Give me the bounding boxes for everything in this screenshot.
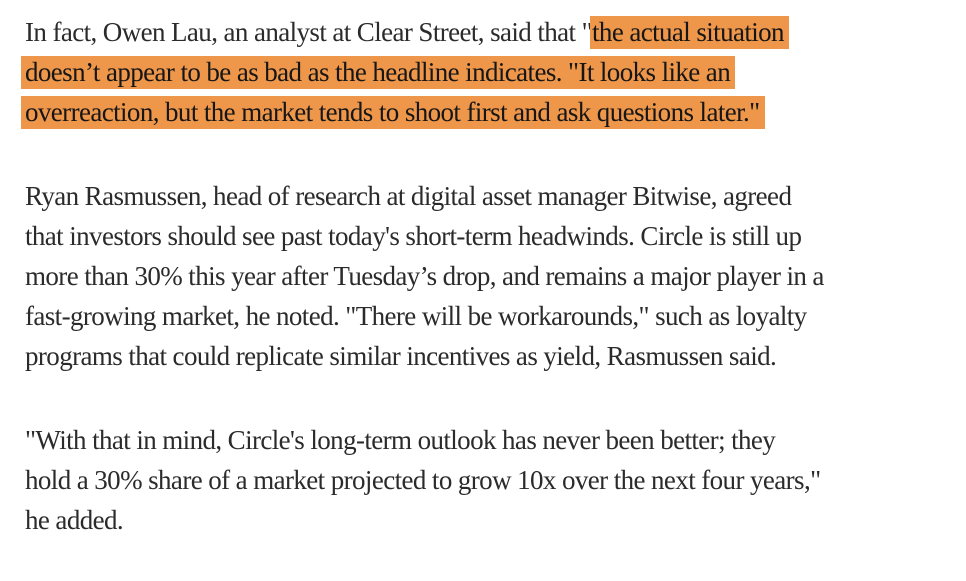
paragraph-outlook-quote: "With that in mind, Circle's long-term o…: [25, 420, 942, 540]
text-line: fast-growing market, he noted. "There wi…: [25, 296, 942, 336]
paragraph-text: programs that could replicate similar in…: [25, 341, 777, 371]
highlighted-text[interactable]: the actual situation: [590, 16, 789, 49]
text-line: more than 30% this year after Tuesday’s …: [25, 256, 942, 296]
text-line: hold a 30% share of a market projected t…: [25, 460, 942, 500]
paragraph-text: he added.: [25, 505, 124, 535]
text-line: he added.: [25, 500, 942, 540]
paragraph-analyst-quote: In fact, Owen Lau, an analyst at Clear S…: [21, 12, 942, 132]
paragraph-rasmussen: Ryan Rasmussen, head of research at digi…: [25, 176, 942, 376]
highlighted-text[interactable]: doesn’t appear to be as bad as the headl…: [21, 56, 736, 89]
text-line: "With that in mind, Circle's long-term o…: [25, 420, 942, 460]
paragraph-text: more than 30% this year after Tuesday’s …: [25, 261, 824, 291]
text-line: that investors should see past today's s…: [25, 216, 942, 256]
text-line: doesn’t appear to be as bad as the headl…: [21, 52, 942, 92]
paragraph-text: "With that in mind, Circle's long-term o…: [25, 425, 776, 455]
text-line: programs that could replicate similar in…: [25, 336, 942, 376]
paragraph-text: hold a 30% share of a market projected t…: [25, 465, 821, 495]
highlighted-text[interactable]: overreaction, but the market tends to sh…: [21, 96, 765, 129]
text-line: Ryan Rasmussen, head of research at digi…: [25, 176, 942, 216]
paragraph-text: fast-growing market, he noted. "There wi…: [25, 301, 807, 331]
text-line: overreaction, but the market tends to sh…: [21, 92, 942, 132]
paragraph-text: In fact, Owen Lau, an analyst at Clear S…: [25, 17, 593, 47]
text-line: In fact, Owen Lau, an analyst at Clear S…: [25, 12, 942, 52]
paragraph-text: that investors should see past today's s…: [25, 221, 802, 251]
paragraph-text: Ryan Rasmussen, head of research at digi…: [25, 181, 792, 211]
